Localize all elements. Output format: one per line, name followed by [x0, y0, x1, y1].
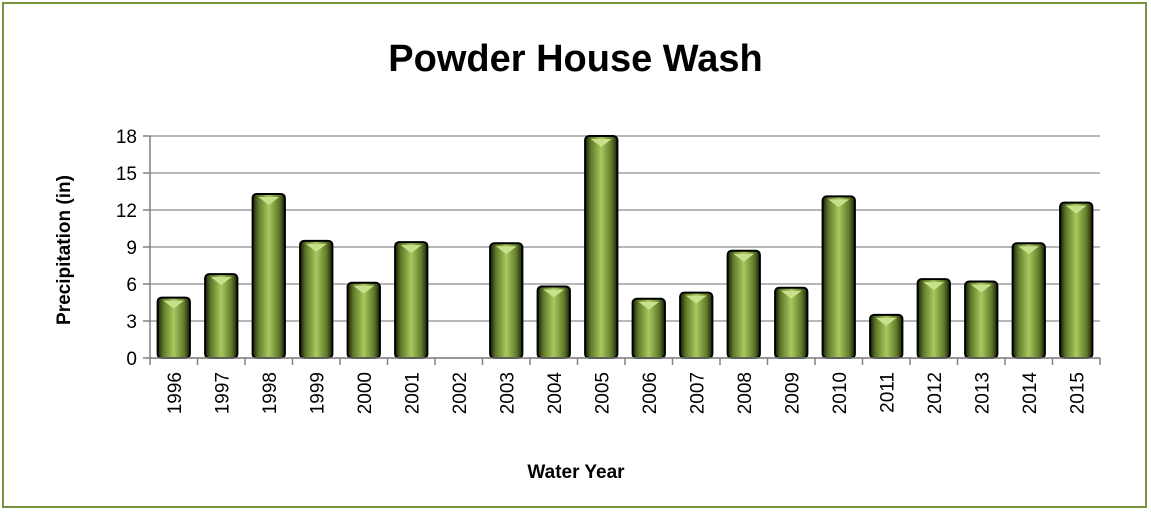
bar-2000 — [346, 281, 381, 359]
bar-cap-2008 — [733, 253, 755, 262]
bar-2013 — [964, 280, 999, 359]
bar-cap-2005 — [590, 139, 612, 147]
x-tick-label: 2003 — [497, 372, 518, 414]
bar-1997 — [204, 273, 239, 359]
x-tick-label: 1996 — [165, 372, 186, 414]
x-axis-title: Water Year — [527, 462, 625, 483]
y-tick-label: 12 — [116, 201, 137, 222]
x-tick-label: 2015 — [1067, 372, 1088, 414]
y-tick-label: 18 — [116, 127, 137, 148]
bar-cap-2015 — [1065, 205, 1087, 214]
bar-cap-1998 — [258, 196, 280, 205]
y-tick-label: 9 — [126, 238, 137, 259]
bar-1999 — [299, 239, 334, 359]
x-tick-label: 2002 — [450, 372, 471, 414]
x-tick-label: 1997 — [212, 372, 233, 414]
x-tick-label: 2001 — [402, 372, 423, 414]
y-tick-labels: 0 3 6 9 12 15 18 — [116, 127, 150, 370]
bar-cap-1999 — [305, 243, 327, 252]
x-tick-label: 2000 — [355, 372, 376, 414]
x-tick-label: 2011 — [877, 372, 898, 413]
x-tick-label: 2005 — [592, 372, 613, 414]
gridlines — [150, 135, 1100, 359]
bar-cap-2013 — [970, 284, 992, 293]
y-tick-label: 15 — [116, 164, 137, 185]
x-tick-label: 2013 — [972, 372, 993, 414]
bars — [156, 135, 1094, 360]
bar-2001 — [394, 241, 429, 359]
bar-2003 — [489, 242, 524, 359]
x-tick-label: 2006 — [640, 372, 661, 414]
bar-cap-1996 — [163, 300, 185, 309]
bar-cap-2012 — [923, 282, 945, 291]
x-tick-label: 2007 — [687, 372, 708, 414]
bar-2005 — [584, 135, 619, 359]
bar-cap-2007 — [685, 295, 707, 304]
x-tick-label: 1999 — [307, 372, 328, 414]
x-tick-label: 2008 — [735, 372, 756, 414]
bar-2015 — [1059, 201, 1094, 359]
bar-cap-2003 — [495, 246, 517, 255]
bar-cap-2001 — [400, 245, 422, 254]
bar-2014 — [1011, 242, 1046, 359]
x-tick-label: 2004 — [545, 372, 566, 415]
x-tick-label: 1998 — [260, 372, 281, 414]
bar-cap-2006 — [638, 301, 660, 310]
y-tick-label: 6 — [126, 275, 137, 296]
y-axis-title: Precipitation (in) — [54, 175, 75, 325]
bar-cap-2009 — [780, 290, 802, 299]
bar-1998 — [251, 192, 286, 359]
bar-2012 — [916, 278, 951, 360]
x-tick-label: 2009 — [782, 372, 803, 414]
chart-title: Powder House Wash — [388, 38, 763, 80]
bar-cap-2011 — [875, 317, 897, 326]
x-tick-label: 2012 — [925, 372, 946, 414]
bar-cap-2010 — [828, 199, 850, 208]
x-tick-labels: 1996 1997 1998 1999 2000 2001 2002 2003 2004 2005… — [149, 358, 1101, 415]
bar-cap-1997 — [210, 277, 232, 286]
bar-cap-2000 — [353, 285, 375, 294]
y-tick-label: 0 — [126, 349, 137, 370]
bar-cap-2004 — [543, 289, 565, 298]
y-tick-label: 3 — [126, 312, 137, 333]
bar-2008 — [726, 249, 761, 359]
x-tick-label: 2010 — [830, 372, 851, 414]
bar-cap-2014 — [1018, 246, 1040, 255]
x-tick-label: 2014 — [1020, 372, 1041, 415]
bar-2010 — [821, 195, 856, 359]
